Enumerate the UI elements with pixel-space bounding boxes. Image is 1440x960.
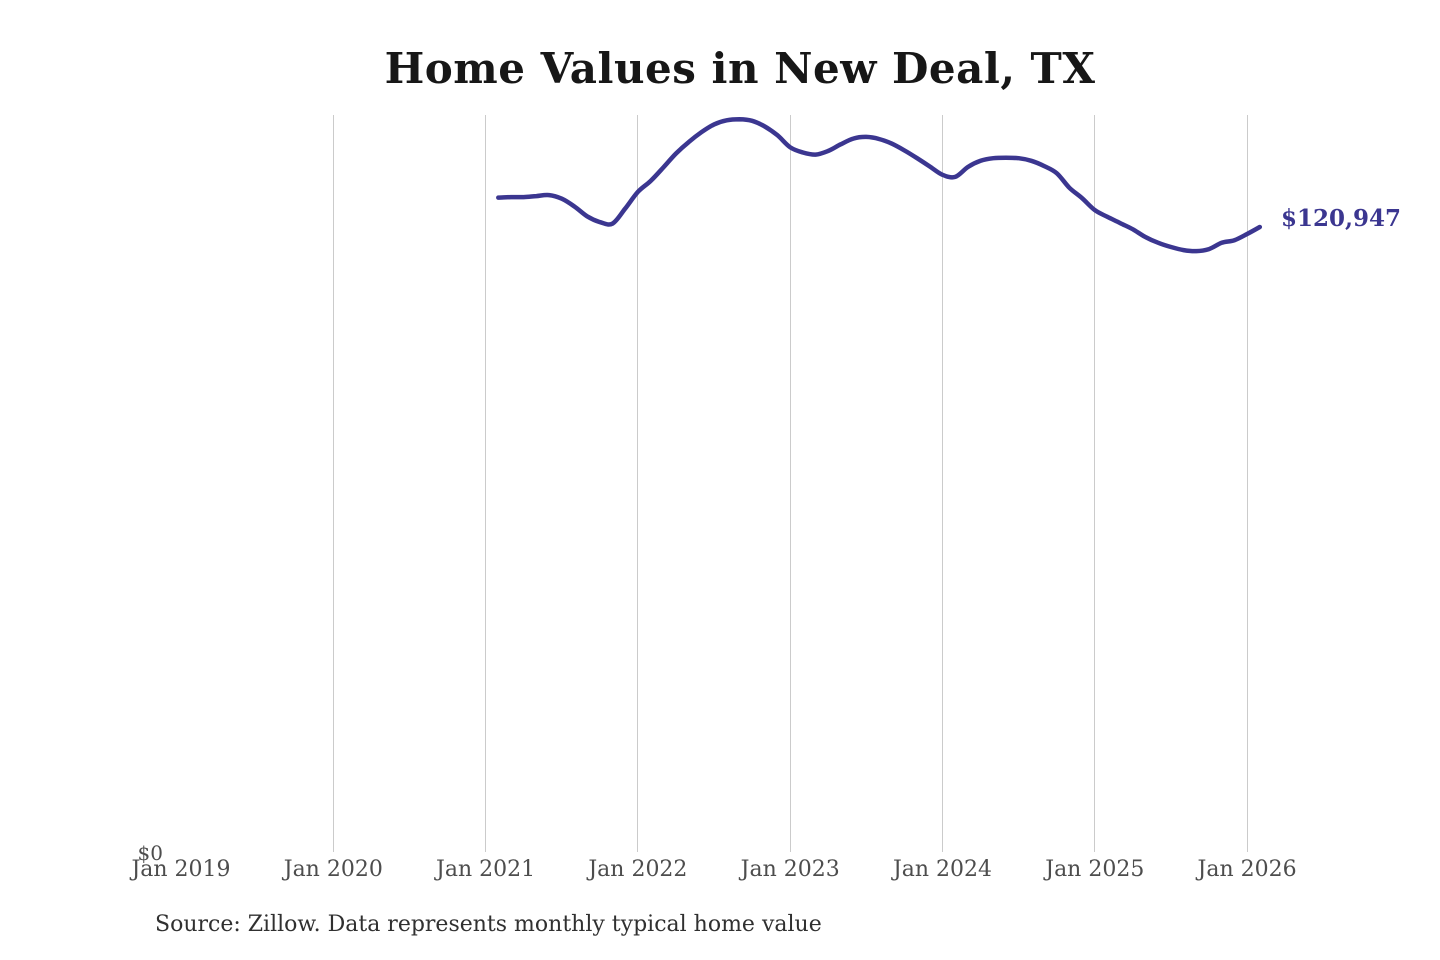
y-axis-zero-label: $0 xyxy=(137,841,163,865)
source-note: Source: Zillow. Data represents monthly … xyxy=(155,912,822,937)
x-axis-tick-label: Jan 2026 xyxy=(1197,857,1297,882)
year-gridline xyxy=(1094,115,1096,852)
home-value-line xyxy=(496,116,1263,254)
current-value-label: $120,947 xyxy=(1281,205,1402,232)
x-axis-tick-label: Jan 2022 xyxy=(588,857,688,882)
year-gridline xyxy=(1246,115,1248,852)
year-gridline xyxy=(789,115,791,852)
x-axis-tick-label: Jan 2020 xyxy=(283,857,383,882)
x-axis-tick-label: Jan 2019 xyxy=(131,857,231,882)
x-axis-tick-label: Jan 2021 xyxy=(436,857,536,882)
year-gridline xyxy=(637,115,639,852)
x-axis-tick-label: Jan 2024 xyxy=(892,857,993,882)
year-gridline xyxy=(942,115,943,852)
year-gridline xyxy=(485,115,487,852)
year-gridline xyxy=(332,115,334,852)
x-axis-tick-label: Jan 2025 xyxy=(1045,857,1145,882)
chart-title: Home Values in New Deal, TX xyxy=(384,44,1096,93)
x-axis-tick-label: Jan 2023 xyxy=(740,857,840,882)
